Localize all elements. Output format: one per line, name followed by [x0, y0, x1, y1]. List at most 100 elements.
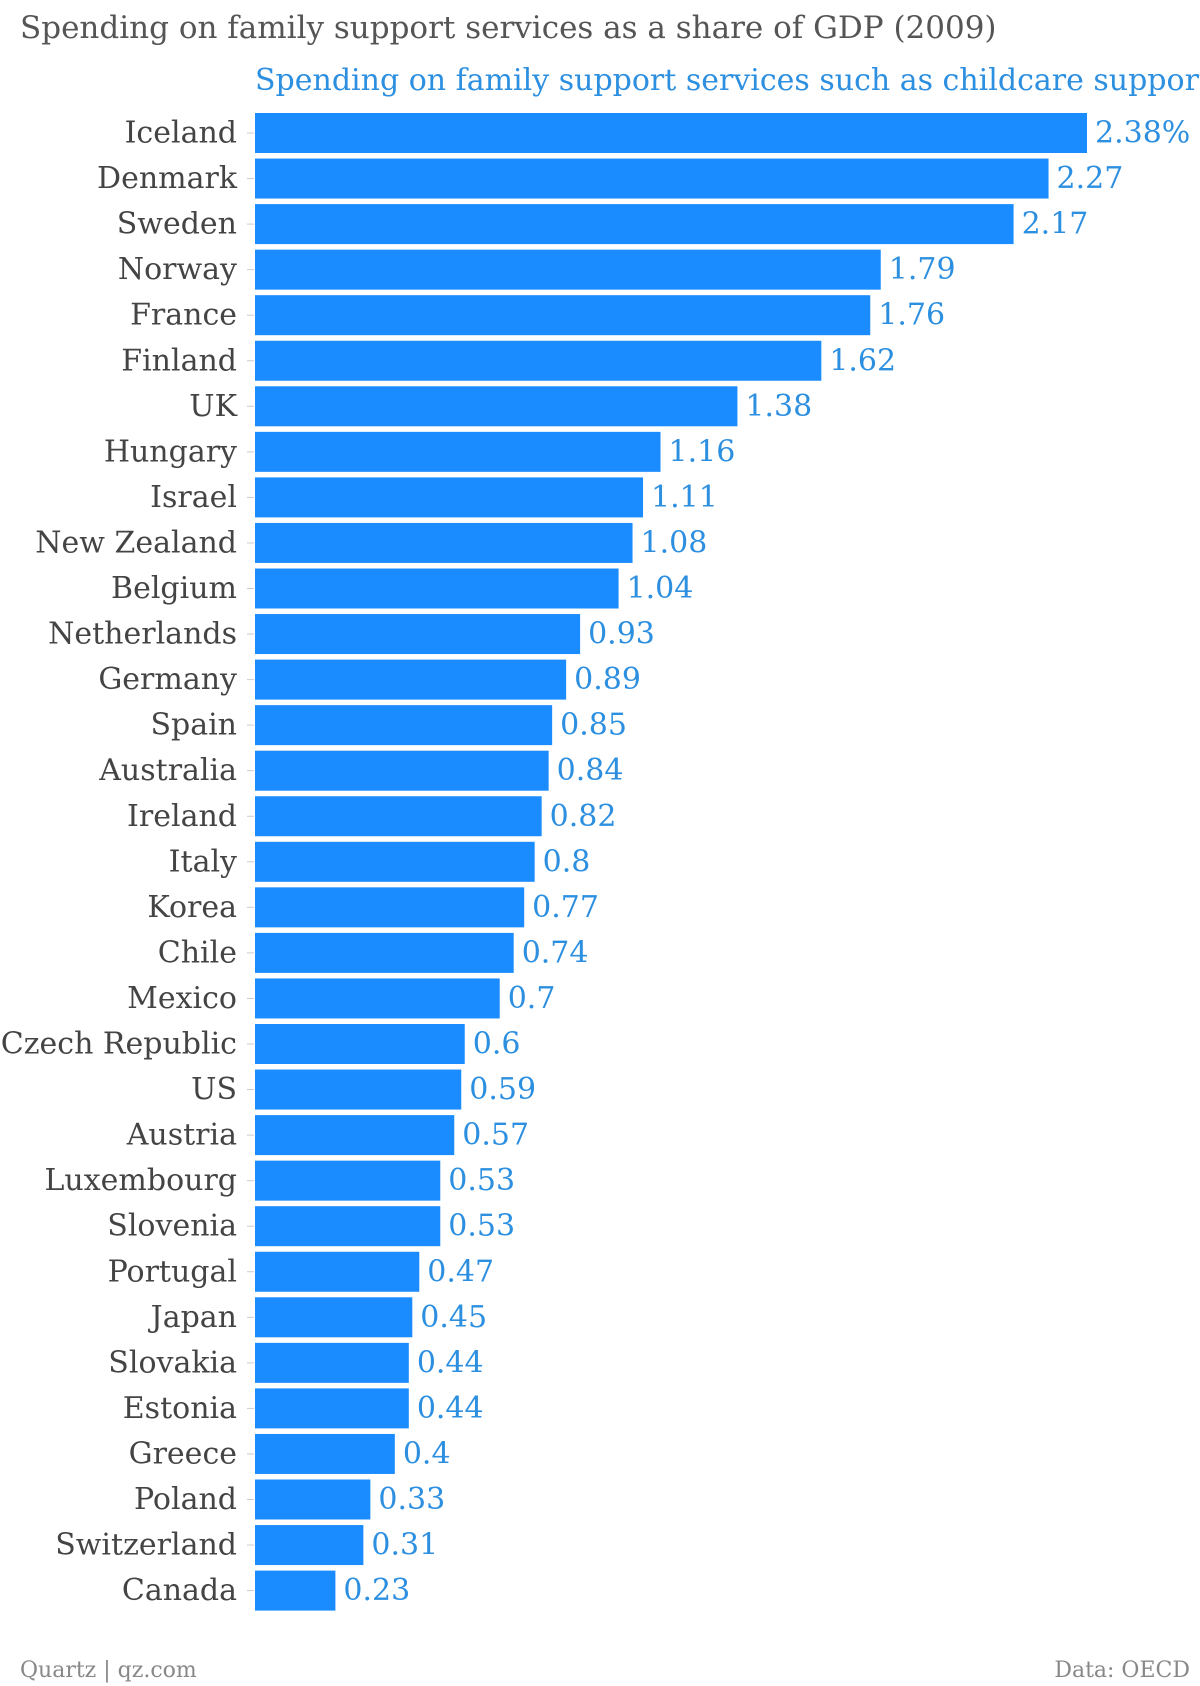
bar	[255, 1206, 441, 1247]
value-label: 0.53	[448, 1209, 515, 1244]
bar	[255, 431, 661, 472]
category-label: Japan	[148, 1300, 237, 1335]
bar	[255, 204, 1014, 245]
value-label: 0.89	[574, 662, 641, 697]
value-label: 0.57	[462, 1118, 529, 1153]
bar	[255, 705, 553, 746]
bar	[255, 1570, 336, 1611]
bar	[255, 978, 500, 1019]
bar	[255, 1342, 409, 1383]
value-label: 0.93	[588, 617, 655, 652]
category-label: Slovenia	[107, 1209, 237, 1244]
category-label: Slovakia	[108, 1345, 237, 1380]
bar	[255, 614, 581, 655]
value-label: 2.27	[1057, 161, 1124, 196]
bar	[255, 1479, 371, 1520]
bar	[255, 386, 738, 427]
bar	[255, 841, 535, 882]
category-label: New Zealand	[35, 525, 237, 560]
category-label: Luxembourg	[45, 1163, 238, 1198]
value-label: 0.31	[371, 1528, 438, 1563]
bar	[255, 249, 881, 290]
value-label: 0.23	[343, 1573, 410, 1608]
value-label: 1.08	[641, 525, 708, 560]
value-label: 1.38	[745, 389, 812, 424]
category-label: Czech Republic	[1, 1027, 237, 1062]
bar	[255, 1433, 395, 1474]
value-label: 0.33	[378, 1482, 445, 1517]
category-label: Belgium	[111, 571, 237, 606]
category-label: Poland	[134, 1482, 237, 1517]
series-label: Spending on family support services such…	[255, 63, 1200, 98]
bar	[255, 340, 822, 381]
bar	[255, 1160, 441, 1201]
value-label: 0.45	[420, 1300, 487, 1335]
bar	[255, 1297, 413, 1338]
footer-source: Quartz | qz.com	[20, 1658, 197, 1683]
bar	[255, 1024, 465, 1064]
category-label: US	[191, 1072, 237, 1107]
value-label: 0.47	[427, 1254, 494, 1289]
category-label: Estonia	[123, 1391, 237, 1426]
category-label: Portugal	[108, 1254, 237, 1289]
category-label: Switzerland	[55, 1528, 237, 1563]
bar	[255, 158, 1049, 199]
bar	[255, 522, 633, 563]
category-label: Austria	[126, 1118, 237, 1153]
value-label: 2.38%	[1095, 116, 1190, 151]
bar	[255, 932, 514, 973]
value-label: 0.84	[557, 753, 624, 788]
bar	[255, 568, 619, 609]
category-label: Denmark	[97, 161, 238, 196]
category-label: Germany	[98, 662, 237, 697]
category-label: Spain	[150, 708, 237, 743]
category-label: UK	[189, 389, 237, 424]
value-label: 1.11	[651, 480, 718, 515]
category-label: Israel	[150, 480, 237, 515]
bar	[255, 113, 1087, 153]
category-label: Norway	[118, 252, 237, 287]
bar	[255, 1069, 462, 1110]
value-label: 0.44	[417, 1345, 484, 1380]
category-label: Greece	[129, 1436, 237, 1471]
category-label: Finland	[121, 343, 237, 378]
category-label: France	[130, 298, 237, 333]
category-label: Netherlands	[48, 617, 237, 652]
value-label: 1.16	[669, 434, 736, 469]
value-label: 0.77	[532, 890, 599, 925]
category-label: Mexico	[127, 981, 237, 1016]
value-label: 1.62	[829, 343, 896, 378]
bar	[255, 1388, 409, 1429]
category-label: Australia	[98, 753, 237, 788]
value-label: 1.04	[627, 571, 694, 606]
chart-title: Spending on family support services as a…	[20, 10, 997, 46]
value-label: 0.53	[448, 1163, 515, 1198]
bar	[255, 750, 549, 791]
bar	[255, 295, 871, 336]
bar	[255, 887, 525, 928]
value-label: 0.59	[469, 1072, 536, 1107]
category-label: Sweden	[117, 207, 237, 242]
value-label: 1.76	[878, 298, 945, 333]
category-label: Ireland	[127, 799, 237, 834]
bar	[255, 1251, 420, 1292]
value-label: 0.7	[508, 981, 556, 1016]
value-label: 0.4	[403, 1436, 451, 1471]
bar	[255, 1115, 455, 1156]
value-label: 0.44	[417, 1391, 484, 1426]
footer-data-credit: Data: OECD	[1054, 1658, 1190, 1683]
value-label: 0.6	[473, 1027, 521, 1062]
value-label: 0.85	[560, 708, 627, 743]
value-label: 1.79	[889, 252, 956, 287]
value-label: 0.82	[550, 799, 617, 834]
bar	[255, 477, 644, 518]
category-label: Hungary	[104, 434, 237, 469]
value-label: 2.17	[1022, 207, 1089, 242]
category-label: Iceland	[125, 116, 237, 151]
bar	[255, 659, 567, 700]
category-label: Canada	[122, 1573, 237, 1608]
bar	[255, 1525, 364, 1566]
category-label: Korea	[147, 890, 237, 925]
category-label: Italy	[169, 844, 237, 879]
